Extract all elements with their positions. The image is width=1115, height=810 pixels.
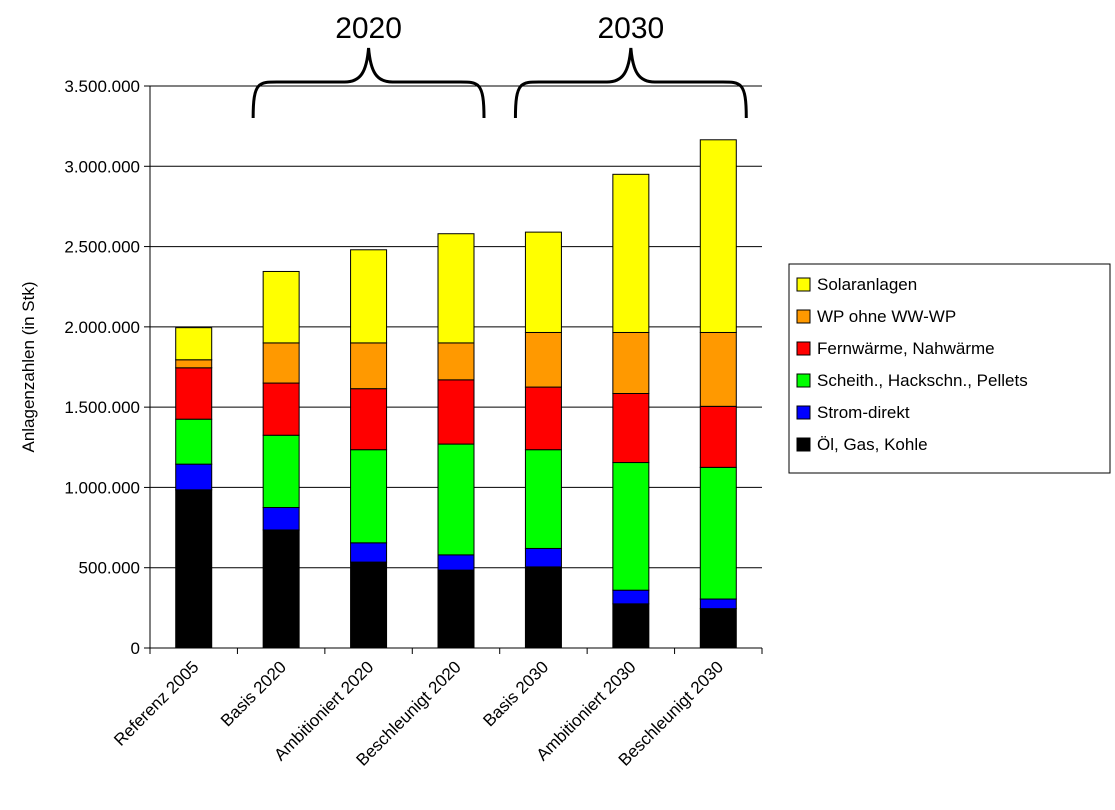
bar-segment: [524, 547, 562, 568]
legend: Solaranlagen WP ohne WW-WP Fernwärme, Nahw…: [788, 263, 1111, 474]
x-tick-label: Basis 2020: [217, 657, 290, 730]
legend-label: Solaranlagen: [817, 275, 917, 294]
brace-icon: [251, 47, 486, 119]
group-annotations: 2020 2030: [251, 12, 748, 119]
bar-segment: [262, 382, 300, 436]
bar-segment: [350, 542, 388, 563]
bar-segment: [612, 603, 650, 649]
legend-label: Strom-direkt: [817, 403, 910, 422]
legend-label: Fernwärme, Nahwärme: [817, 339, 995, 358]
bars: [175, 139, 737, 649]
bar-segment: [437, 443, 475, 556]
legend-swatch: [796, 277, 811, 292]
bar-segment: [175, 367, 213, 420]
y-tick-label: 3.000.000: [64, 157, 140, 176]
bar-segment: [437, 342, 475, 381]
bar-segment: [350, 342, 388, 390]
legend-label: WP ohne WW-WP: [817, 307, 956, 326]
y-tick-label: 500.000: [79, 559, 140, 578]
legend-swatch: [796, 405, 811, 420]
bar-segment: [175, 418, 213, 465]
axes: [144, 85, 763, 654]
brace-icon: [513, 47, 748, 119]
legend-swatch: [796, 309, 811, 324]
bar-segment: [262, 529, 300, 649]
y-tick-label: 1.500.000: [64, 398, 140, 417]
bar-segment: [612, 462, 650, 591]
y-axis-label: Anlagenzahlen (in Stk): [19, 281, 38, 452]
y-tick-label: 2.500.000: [64, 238, 140, 257]
bar-segment: [437, 233, 475, 344]
y-tick-labels: 0 500.000 1.000.000 1.500.000 2.000.000 2.500…: [64, 77, 140, 658]
bar-segment: [612, 392, 650, 464]
bar-segment: [437, 379, 475, 445]
bar-segment: [699, 405, 737, 468]
bar-segment: [699, 466, 737, 600]
bar-segment: [524, 566, 562, 649]
bar-segment: [699, 598, 737, 610]
bar-segment: [350, 388, 388, 451]
y-tick-label: 2.000.000: [64, 318, 140, 337]
bar-segment: [262, 342, 300, 384]
bar-segment: [699, 331, 737, 407]
bar-segment: [524, 231, 562, 333]
x-tick-label: Basis 2030: [479, 657, 552, 730]
bar-segment: [612, 589, 650, 605]
bar-segment: [350, 249, 388, 344]
y-tick-label: 3.500.000: [64, 77, 140, 96]
bar-segment: [175, 327, 213, 361]
legend-swatch: [796, 437, 811, 452]
y-tick-label: 1.000.000: [64, 478, 140, 497]
bar-segment: [524, 386, 562, 451]
group-label: 2030: [597, 12, 664, 45]
bar-segment: [175, 463, 213, 491]
bar-segment: [612, 173, 650, 333]
legend-swatch: [796, 373, 811, 388]
x-tick-label: Referenz 2005: [110, 657, 202, 749]
bar-segment: [262, 507, 300, 531]
bar-segment: [699, 608, 737, 649]
legend-label: Öl, Gas, Kohle: [817, 435, 928, 454]
legend-box: [788, 263, 1111, 474]
bar-segment: [437, 554, 475, 571]
bar-segment: [612, 331, 650, 394]
bar-segment: [175, 359, 213, 369]
bar-segment: [524, 449, 562, 549]
bar-segment: [262, 270, 300, 344]
legend-label: Scheith., Hackschn., Pellets: [817, 371, 1028, 390]
bar-segment: [262, 434, 300, 508]
bar-segment: [350, 561, 388, 649]
group-label: 2020: [335, 12, 402, 45]
legend-swatch: [796, 341, 811, 356]
bar-segment: [175, 489, 213, 649]
bar-segment: [350, 449, 388, 544]
bar-segment: [524, 331, 562, 388]
bar-segment: [437, 569, 475, 649]
bar-segment: [699, 139, 737, 333]
y-tick-label: 0: [131, 639, 140, 658]
